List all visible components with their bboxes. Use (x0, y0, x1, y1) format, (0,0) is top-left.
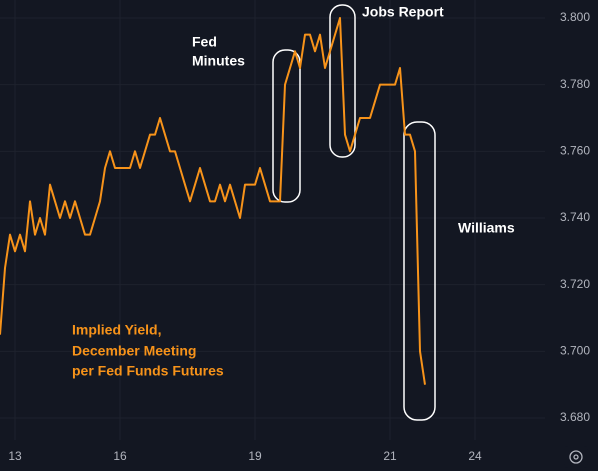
legend-text: Implied Yield, (72, 322, 161, 338)
y-tick-label: 3.680 (560, 410, 590, 424)
icon-ring (569, 450, 583, 464)
annotation: Minutes (192, 53, 245, 69)
annotation: Jobs Report (362, 4, 444, 20)
highlight (272, 49, 301, 203)
legend-text: December Meeting (72, 343, 196, 359)
annotation: Williams (458, 220, 515, 236)
y-tick-label: 3.700 (560, 344, 590, 358)
x-tick-label: 16 (113, 449, 127, 463)
grid (0, 0, 545, 440)
x-tick-label: 21 (383, 449, 397, 463)
x-tick-label: 13 (8, 449, 22, 463)
x-tick-label: 19 (248, 449, 262, 463)
y-tick-label: 3.740 (560, 210, 590, 224)
settings-button[interactable] (564, 446, 588, 468)
highlight (329, 4, 356, 158)
y-tick-label: 3.760 (560, 144, 590, 158)
line-series (0, 17, 426, 385)
icon-dot (573, 454, 579, 460)
y-tick-label: 3.780 (560, 77, 590, 91)
y-tick-label: 3.720 (560, 277, 590, 291)
x-tick-label: 24 (468, 449, 482, 463)
y-tick-label: 3.800 (560, 10, 590, 24)
highlight (403, 121, 436, 421)
settings-icon[interactable] (564, 446, 588, 468)
annotation: Fed (192, 34, 217, 50)
legend-text: per Fed Funds Futures (72, 363, 224, 379)
